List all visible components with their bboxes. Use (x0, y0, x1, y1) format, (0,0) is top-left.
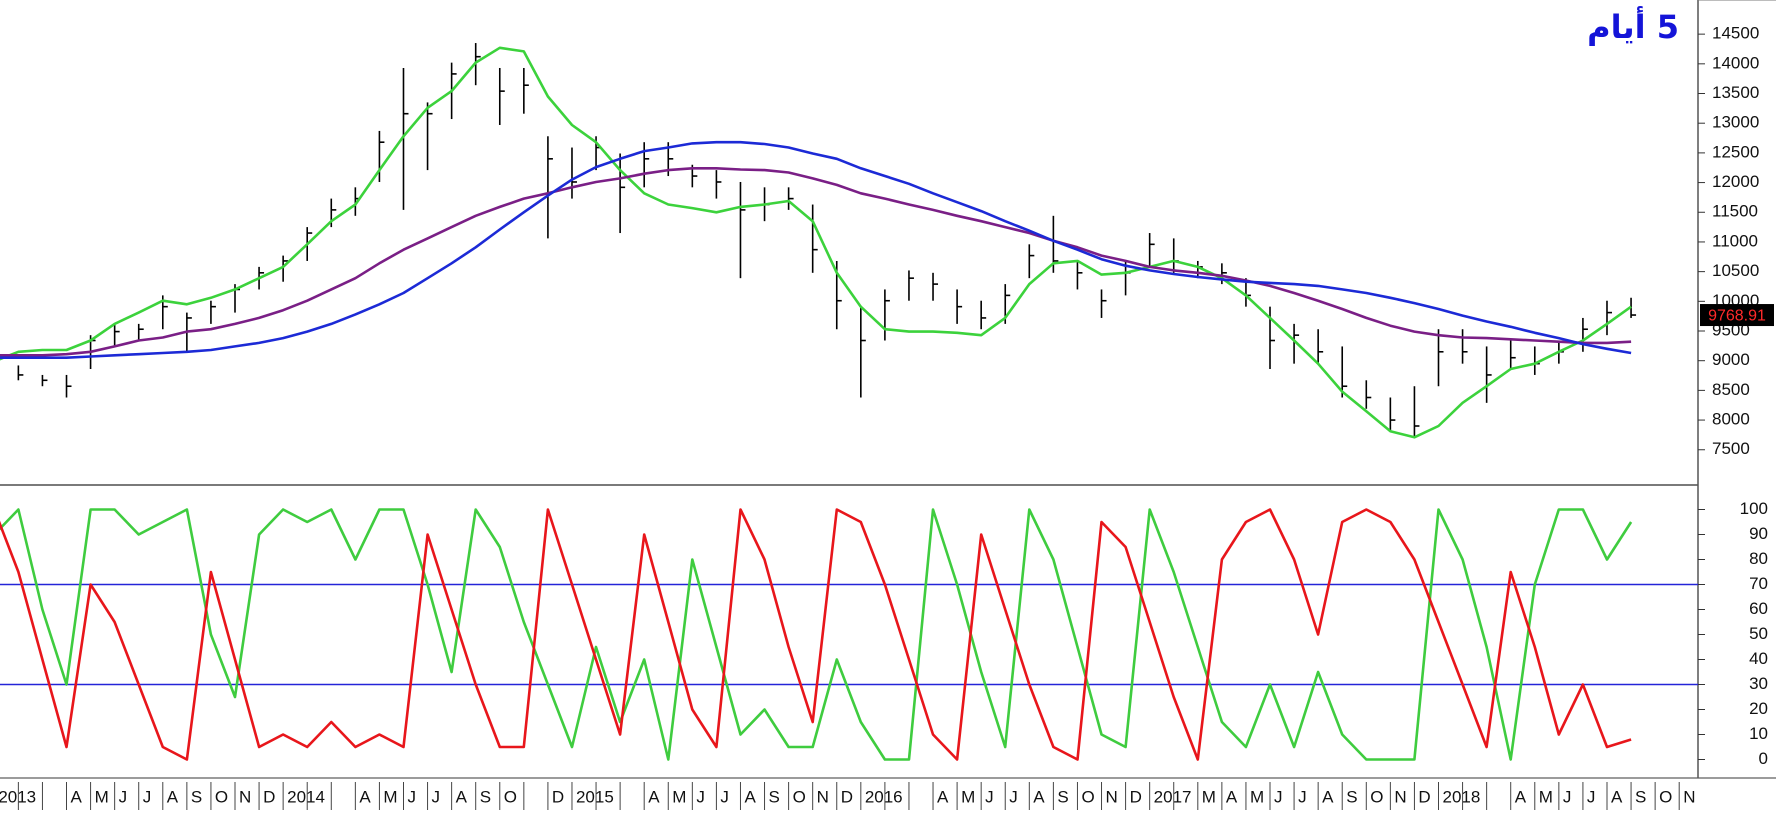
x-tick-label: J (1587, 787, 1596, 806)
x-tick-label: A (937, 787, 949, 806)
line (0, 167, 1632, 357)
y-tick-label: 30 (1749, 674, 1768, 693)
x-tick-label: J (407, 787, 416, 806)
y-tick-label: 90 (1749, 524, 1768, 543)
x-tick-label: M (383, 787, 397, 806)
x-tick-label: J (985, 787, 994, 806)
x-tick-label: A (1322, 787, 1334, 806)
x-tick-label: J (1563, 787, 1572, 806)
x-tick-label: J (720, 787, 729, 806)
y-tick-label: 13500 (1712, 83, 1759, 102)
x-tick-label: 2016 (865, 787, 903, 806)
line (0, 46, 1632, 439)
x-tick-label: 2018 (1443, 787, 1481, 806)
x-tick-label: M (1202, 787, 1216, 806)
y-tick-label: 9000 (1712, 350, 1750, 369)
y-tick-label: 11000 (1712, 231, 1758, 250)
y-tick-label: 8500 (1712, 380, 1750, 399)
x-tick-label: A (456, 787, 468, 806)
x-tick-label: J (119, 787, 128, 806)
x-tick-label: A (71, 787, 83, 806)
x-tick-label: M (1250, 787, 1264, 806)
y-tick-label: 12000 (1712, 172, 1759, 191)
x-tick-label: A (1611, 787, 1623, 806)
x-tick-label: S (191, 787, 202, 806)
x-tick-label: N (817, 787, 829, 806)
x-tick-label: N (1394, 787, 1406, 806)
x-tick-label: J (1009, 787, 1018, 806)
x-tick-label: J (143, 787, 152, 806)
x-tick-label: J (1298, 787, 1307, 806)
line (0, 140, 1632, 359)
y-tick-label: 12500 (1712, 142, 1759, 161)
x-tick-label: 2015 (576, 787, 614, 806)
y-tick-label: 70 (1749, 574, 1768, 593)
x-tick-label: M (961, 787, 975, 806)
y-tick-label: 20 (1749, 699, 1768, 718)
x-tick-label: N (239, 787, 251, 806)
chart-title: 5 أيام (1587, 8, 1679, 46)
x-tick-label: A (1515, 787, 1527, 806)
x-tick-label: O (504, 787, 517, 806)
x-tick-label: D (263, 787, 275, 806)
x-tick-label: S (1635, 787, 1646, 806)
line (0, 508, 1633, 761)
y-tick-label: 0 (1759, 749, 1768, 768)
x-tick-label: M (1539, 787, 1553, 806)
x-tick-label: J (1274, 787, 1283, 806)
x-tick-label: 2017 (1154, 787, 1192, 806)
x-tick-label: A (1033, 787, 1045, 806)
last-price-label: 9768.91 (1708, 307, 1766, 324)
y-tick-label: 100 (1740, 499, 1768, 518)
y-tick-label: 10 (1749, 724, 1768, 743)
y-tick-label: 14500 (1712, 24, 1759, 43)
x-tick-label: O (1081, 787, 1094, 806)
x-tick-label: A (744, 787, 756, 806)
x-tick-label: N (1106, 787, 1118, 806)
x-tick-label: J (696, 787, 705, 806)
x-tick-label: N (1683, 787, 1695, 806)
x-tick-label: M (672, 787, 686, 806)
x-tick-label: S (769, 787, 780, 806)
y-tick-label: 50 (1749, 624, 1768, 643)
x-tick-label: O (1659, 787, 1672, 806)
x-tick-label: S (480, 787, 491, 806)
x-tick-label: A (359, 787, 371, 806)
y-tick-label: 13000 (1712, 113, 1759, 132)
line (0, 508, 1632, 761)
x-tick-label: S (1057, 787, 1068, 806)
y-tick-label: 40 (1749, 649, 1768, 668)
x-tick-label: 2014 (287, 787, 325, 806)
x-tick-label: D (841, 787, 853, 806)
y-tick-label: 80 (1749, 549, 1768, 568)
y-tick-label: 11500 (1712, 202, 1758, 221)
x-tick-label: O (215, 787, 228, 806)
x-tick-label: A (167, 787, 179, 806)
y-tick-label: 8000 (1712, 410, 1750, 429)
y-tick-label: 14000 (1712, 53, 1759, 72)
x-tick-label: O (793, 787, 806, 806)
x-tick-label: D (1130, 787, 1142, 806)
x-tick-label: A (1226, 787, 1238, 806)
x-tick-label: J (432, 787, 441, 806)
x-tick-label: O (1370, 787, 1383, 806)
x-tick-label: S (1346, 787, 1357, 806)
y-tick-label: 7500 (1712, 439, 1750, 458)
y-tick-label: 10500 (1712, 261, 1759, 280)
x-tick-label: A (648, 787, 660, 806)
x-tick-label: D (552, 787, 564, 806)
y-tick-label: 60 (1749, 599, 1768, 618)
last-price-box (1700, 304, 1774, 327)
x-tick-label: M (95, 787, 109, 806)
x-tick-label: D (1418, 787, 1430, 806)
